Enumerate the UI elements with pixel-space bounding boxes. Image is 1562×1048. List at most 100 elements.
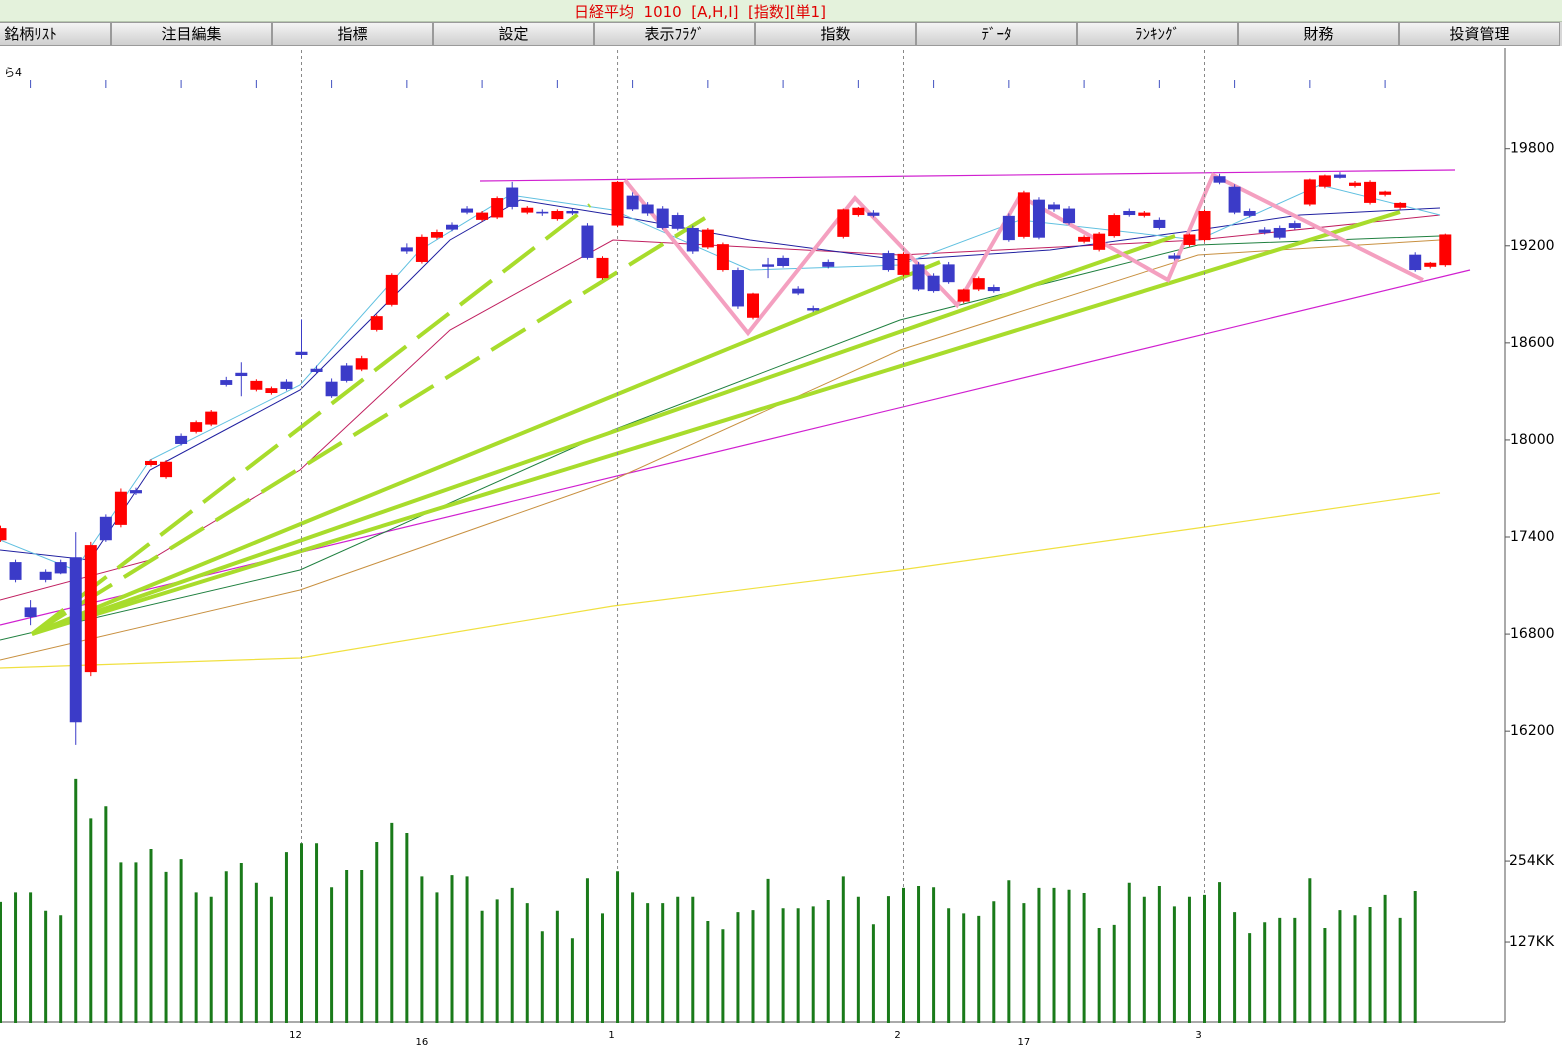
candle-body	[777, 257, 790, 266]
candle-body	[972, 278, 985, 290]
candle-body	[716, 244, 729, 271]
y-tick-label: 127KK	[1509, 934, 1555, 950]
channel-line	[479, 169, 1456, 182]
candle-body	[626, 195, 639, 210]
trend-line	[30, 203, 592, 636]
candle-body	[1093, 233, 1106, 250]
zigzag-line	[623, 172, 1424, 337]
candle-body	[1213, 176, 1226, 183]
candle-body	[1409, 254, 1422, 271]
candle-body	[430, 232, 443, 238]
menu-button[interactable]: 指標	[272, 22, 433, 46]
candle-body	[731, 270, 744, 307]
candle-body	[521, 207, 534, 213]
candle-body	[927, 275, 940, 292]
candle-body	[280, 381, 293, 389]
candle-body	[1063, 208, 1076, 224]
plot-area	[0, 48, 1505, 1022]
candle-body	[852, 207, 865, 216]
drawings	[0, 50, 1471, 1022]
candle-body	[99, 516, 112, 541]
candle-body	[1048, 204, 1060, 210]
candle-body	[942, 264, 955, 283]
candle-body	[912, 264, 925, 290]
candle-body	[446, 224, 458, 230]
y-tick-label: 16200	[1510, 723, 1555, 739]
candle-body	[1078, 236, 1091, 242]
moving-average	[0, 492, 1441, 669]
candle-body	[807, 308, 820, 311]
x-tick-label: 3	[1195, 1030, 1201, 1041]
candle-body	[205, 411, 218, 425]
candle-body	[325, 381, 338, 397]
menu-button[interactable]: ﾃﾞｰﾀ	[916, 22, 1077, 46]
menu-button[interactable]: 指数	[755, 22, 916, 46]
candle-body	[39, 571, 52, 580]
candle-body	[1303, 179, 1316, 205]
candle-body	[551, 210, 564, 220]
y-tick-label: 19200	[1510, 238, 1555, 254]
candle-body	[1333, 174, 1346, 178]
candle-body	[385, 274, 398, 305]
trend-line	[31, 210, 1401, 636]
candle-body	[1153, 219, 1166, 228]
candle-body	[1198, 210, 1211, 241]
y-tick-label: 19800	[1510, 141, 1555, 157]
indicator-label: ら4	[4, 66, 22, 79]
menu-button[interactable]: 銘柄ﾘｽﾄ	[0, 22, 111, 46]
candle-body	[882, 253, 895, 271]
y-tick-label: 254KK	[1509, 853, 1555, 869]
candle-body	[1017, 192, 1030, 237]
candle-body	[1123, 210, 1136, 216]
candle-body	[1228, 186, 1241, 213]
candle-body	[1258, 229, 1271, 233]
candle-body	[747, 293, 759, 318]
candle-body	[1243, 210, 1256, 216]
candle-body	[611, 181, 624, 226]
y-tick-label: 17400	[1510, 529, 1555, 545]
menu-button[interactable]: 設定	[433, 22, 594, 46]
candle-body	[837, 209, 850, 237]
candle-body	[641, 204, 654, 214]
candle-body	[566, 210, 579, 214]
candle-body	[1318, 175, 1331, 187]
candle-body	[867, 212, 880, 216]
candle-body	[265, 388, 278, 394]
candle-body	[310, 368, 323, 372]
candle-body	[822, 261, 835, 267]
candle-body	[340, 365, 353, 381]
candle-body	[1349, 182, 1361, 186]
candle-body	[355, 358, 368, 370]
candle-body	[1288, 223, 1301, 228]
x-year-label: 17	[1018, 1037, 1031, 1048]
candle-body	[415, 236, 428, 262]
menu-button[interactable]: ﾗﾝｷﾝｸﾞ	[1077, 22, 1238, 46]
candle-body	[145, 460, 157, 466]
candle-body	[175, 435, 188, 444]
candle-body	[220, 380, 233, 385]
menu-button[interactable]: 投資管理	[1399, 22, 1560, 46]
candle-body	[596, 257, 609, 279]
x-tick-label: 2	[894, 1030, 900, 1041]
candle-body	[1108, 215, 1121, 237]
menu-button[interactable]: 財務	[1238, 22, 1399, 46]
y-tick-label: 16800	[1510, 626, 1555, 642]
candle-body	[370, 316, 383, 330]
candle-body	[656, 208, 669, 228]
candle-body	[476, 212, 489, 220]
trend-line	[31, 234, 1176, 636]
candle-body	[54, 562, 67, 574]
x-year-label: 16	[416, 1037, 429, 1048]
y-tick-label: 18600	[1510, 335, 1555, 351]
candle-body	[129, 490, 142, 494]
channel-line	[0, 269, 1471, 626]
trend-line	[31, 260, 941, 636]
menu-button[interactable]: 表示ﾌﾗｸﾞ	[594, 22, 755, 46]
candle-body	[0, 528, 7, 541]
menu-button[interactable]: 注目編集	[111, 22, 272, 46]
window-title: 日経平均 1010 [A,H,I] [指数][単1]	[574, 3, 826, 21]
candle-body	[581, 225, 594, 258]
trend-line	[30, 216, 707, 636]
candle-body	[987, 287, 1000, 292]
